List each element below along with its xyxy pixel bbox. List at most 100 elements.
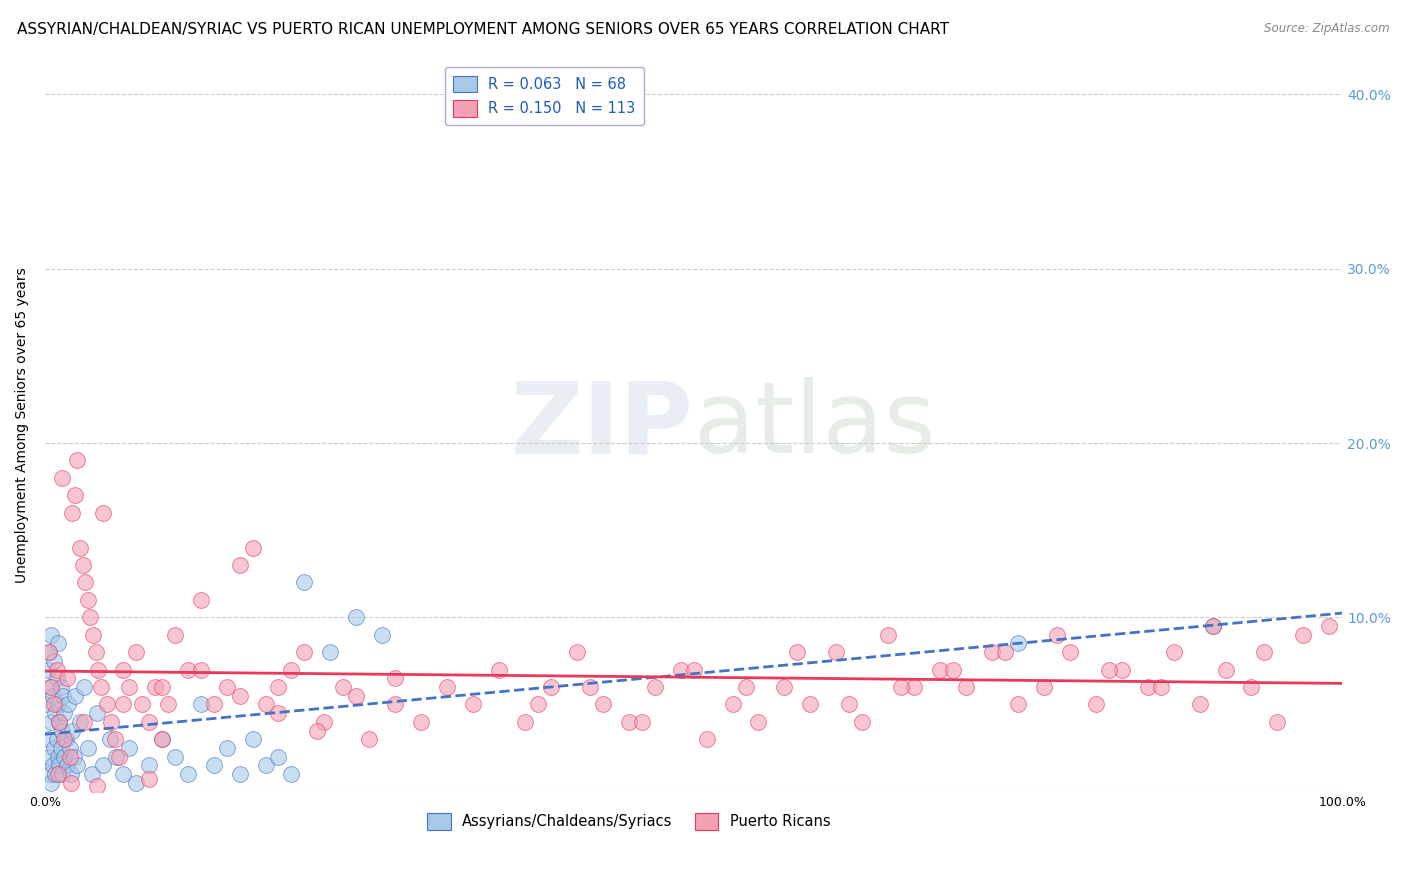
Point (799, 698, 821, 712)
Point (138, 758, 160, 772)
Text: ASSYRIAN/CHALDEAN/SYRIAC VS PUERTO RICAN UNEMPLOYMENT AMONG SENIORS OVER 65 YEAR: ASSYRIAN/CHALDEAN/SYRIAC VS PUERTO RICAN… (17, 22, 949, 37)
Point (1149, 680, 1171, 694)
Point (773, 680, 796, 694)
Point (228, 689, 250, 703)
Point (215, 741, 238, 756)
Point (44, 767, 66, 781)
Point (190, 698, 212, 712)
Point (176, 767, 198, 781)
Point (86, 780, 108, 794)
Point (1253, 645, 1275, 659)
Point (44, 706, 66, 721)
Point (41, 714, 63, 729)
Point (76, 593, 98, 607)
Point (150, 732, 173, 747)
Point (267, 749, 290, 764)
Point (786, 645, 808, 659)
Point (118, 680, 141, 694)
Point (488, 663, 510, 677)
Point (1201, 619, 1223, 633)
Point (76, 741, 98, 756)
Point (1059, 645, 1081, 659)
Point (851, 714, 873, 729)
Point (48, 714, 70, 729)
Point (46, 749, 69, 764)
Point (294, 645, 316, 659)
Point (100, 714, 122, 729)
Point (42, 741, 65, 756)
Point (52, 689, 75, 703)
Point (1084, 698, 1107, 712)
Point (143, 680, 166, 694)
Point (56, 671, 79, 685)
Point (37, 663, 59, 677)
Point (157, 698, 180, 712)
Point (669, 663, 692, 677)
Point (51, 723, 73, 738)
Point (1136, 680, 1159, 694)
Point (51, 471, 73, 485)
Point (565, 645, 588, 659)
Point (48, 714, 70, 729)
Point (63, 488, 86, 502)
Point (344, 689, 367, 703)
Point (617, 714, 640, 729)
Point (579, 680, 602, 694)
Point (105, 749, 128, 764)
Point (215, 680, 238, 694)
Point (87, 663, 110, 677)
Point (138, 714, 160, 729)
Point (125, 776, 148, 790)
Point (1292, 628, 1315, 642)
Point (93, 758, 115, 772)
Point (104, 732, 127, 747)
Point (38, 645, 60, 659)
Point (312, 714, 335, 729)
Point (202, 758, 225, 772)
Point (332, 680, 354, 694)
Point (111, 767, 134, 781)
Point (60, 723, 83, 738)
Point (58, 698, 80, 712)
Point (82, 628, 104, 642)
Point (41, 680, 63, 694)
Point (190, 593, 212, 607)
Text: ZIP: ZIP (510, 377, 693, 475)
Point (436, 680, 458, 694)
Point (1032, 680, 1054, 694)
Point (125, 645, 148, 659)
Point (138, 772, 160, 787)
Point (73, 714, 96, 729)
Point (131, 698, 153, 712)
Point (42, 689, 65, 703)
Point (56, 758, 79, 772)
Point (513, 714, 536, 729)
Point (73, 680, 96, 694)
Point (1267, 714, 1289, 729)
Point (682, 663, 704, 677)
Point (79, 610, 101, 624)
Point (1317, 619, 1340, 633)
Point (42, 698, 65, 712)
Point (267, 680, 290, 694)
Point (1046, 628, 1069, 642)
Point (890, 680, 912, 694)
Point (41, 776, 63, 790)
Point (280, 663, 302, 677)
Point (96, 698, 118, 712)
Point (592, 698, 614, 712)
Point (51, 767, 73, 781)
Point (838, 698, 860, 712)
Point (49, 741, 72, 756)
Point (111, 663, 134, 677)
Point (734, 680, 756, 694)
Point (696, 732, 718, 747)
Point (721, 698, 744, 712)
Point (280, 767, 302, 781)
Point (228, 558, 250, 572)
Point (53, 749, 76, 764)
Point (75, 575, 97, 590)
Point (150, 732, 173, 747)
Point (59, 749, 82, 764)
Point (540, 680, 562, 694)
